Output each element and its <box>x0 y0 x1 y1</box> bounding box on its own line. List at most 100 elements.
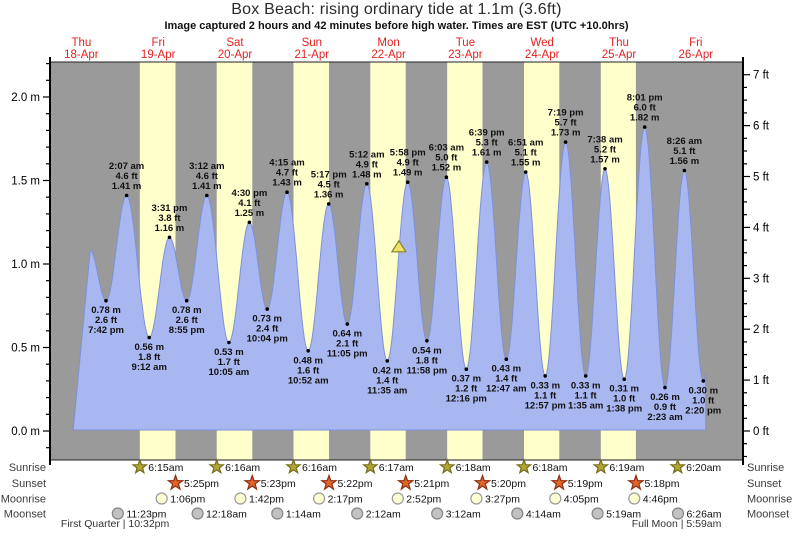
svg-text:0 ft: 0 ft <box>753 426 770 438</box>
svg-text:Sunset: Sunset <box>12 478 46 490</box>
svg-text:7:19 pm: 7:19 pm <box>548 108 584 119</box>
svg-text:Full Moon | 5:59am: Full Moon | 5:59am <box>632 518 722 530</box>
svg-text:1.8 ft: 1.8 ft <box>138 352 161 363</box>
svg-text:Sun: Sun <box>302 37 322 49</box>
svg-text:1.49 m: 1.49 m <box>393 168 423 179</box>
svg-text:6:39 pm: 6:39 pm <box>469 128 505 139</box>
low-tide-label: 0.26 m0.9 ft2:23 am <box>647 392 682 423</box>
svg-text:20-Apr: 20-Apr <box>218 49 253 61</box>
svg-text:3.8 ft: 3.8 ft <box>158 213 181 224</box>
moonrise-circle-icon <box>234 492 247 505</box>
svg-text:2:07 am: 2:07 am <box>109 161 144 172</box>
tide-extreme-dot <box>385 359 390 363</box>
svg-text:6:03 am: 6:03 am <box>429 143 464 154</box>
tide-extreme-dot <box>205 193 209 198</box>
tide-extreme-dot <box>603 167 607 171</box>
svg-text:6:17am: 6:17am <box>379 462 414 474</box>
svg-text:5.2 ft: 5.2 ft <box>594 144 617 155</box>
svg-text:24-Apr: 24-Apr <box>525 49 560 61</box>
high-tide-label: 7:19 pm5.7 ft1.73 m <box>548 108 584 139</box>
moonset-circle-icon <box>111 507 124 520</box>
low-tide-label: 0.78 m2.6 ft8:55 pm <box>169 305 205 336</box>
high-tide-label: 4:15 am4.7 ft1.43 m <box>269 158 304 189</box>
svg-text:0.48 m: 0.48 m <box>293 355 323 366</box>
sunset-star-icon <box>396 473 415 491</box>
svg-text:Sunrise: Sunrise <box>747 462 784 474</box>
svg-text:5.3 ft: 5.3 ft <box>476 138 499 149</box>
tide-extreme-dot <box>563 140 568 144</box>
high-tide-label: 7:38 am5.2 ft1.57 m <box>587 134 622 165</box>
page-title: Box Beach: rising ordinary tide at 1.1m … <box>231 1 562 18</box>
svg-text:22-Apr: 22-Apr <box>371 49 406 61</box>
tide-extreme-dot <box>543 374 547 378</box>
svg-text:5.0 ft: 5.0 ft <box>435 153 458 164</box>
svg-text:11:05 pm: 11:05 pm <box>327 349 368 360</box>
tide-extreme-dot <box>147 335 151 340</box>
svg-text:1.52 m: 1.52 m <box>432 163 462 174</box>
moon-phase-labels: First Quarter | 10:32pm Full Moon | 5:59a… <box>61 518 722 530</box>
svg-text:2:17pm: 2:17pm <box>328 493 363 505</box>
high-tide-label: 5:17 pm4.5 ft1.36 m <box>311 169 347 200</box>
svg-text:0.26 m: 0.26 m <box>650 392 680 403</box>
svg-text:4.1 ft: 4.1 ft <box>238 198 261 209</box>
svg-text:1.57 m: 1.57 m <box>590 154 620 165</box>
svg-text:5:20pm: 5:20pm <box>491 478 526 490</box>
svg-text:3:31 pm: 3:31 pm <box>152 203 188 214</box>
svg-text:2 ft: 2 ft <box>753 324 770 336</box>
svg-text:0.30 m: 0.30 m <box>688 385 718 396</box>
moonset-circle-icon <box>191 507 204 520</box>
svg-text:26-Apr: 26-Apr <box>679 49 714 61</box>
tide-extreme-dot <box>523 170 528 174</box>
svg-text:1.1 ft: 1.1 ft <box>534 390 557 401</box>
svg-text:0.31 m: 0.31 m <box>609 384 639 395</box>
svg-text:4.9 ft: 4.9 ft <box>397 158 420 169</box>
page-subtitle: Image captured 2 hours and 42 minutes be… <box>164 20 629 32</box>
svg-text:2.0 m: 2.0 m <box>11 92 40 104</box>
svg-text:5:21pm: 5:21pm <box>414 478 449 490</box>
svg-text:2:52pm: 2:52pm <box>406 493 441 505</box>
svg-text:1.25 m: 1.25 m <box>235 208 265 219</box>
svg-text:23-Apr: 23-Apr <box>448 49 483 61</box>
svg-text:5:12 am: 5:12 am <box>349 149 384 160</box>
svg-text:5:25pm: 5:25pm <box>184 478 219 490</box>
svg-text:8:55 pm: 8:55 pm <box>169 325 205 336</box>
svg-text:2.6 ft: 2.6 ft <box>176 315 199 326</box>
svg-text:1.4 ft: 1.4 ft <box>495 374 518 385</box>
svg-text:Moonset: Moonset <box>4 508 46 520</box>
svg-text:0.5 m: 0.5 m <box>11 343 40 355</box>
svg-text:7 ft: 7 ft <box>753 70 770 82</box>
svg-text:1.2 ft: 1.2 ft <box>455 384 478 395</box>
svg-text:1.36 m: 1.36 m <box>314 189 344 200</box>
tide-extreme-dot <box>306 349 311 353</box>
svg-text:18-Apr: 18-Apr <box>64 49 99 61</box>
tide-extreme-dot <box>464 367 469 372</box>
moonrise-circle-icon <box>313 492 326 505</box>
svg-text:3 ft: 3 ft <box>753 273 770 285</box>
svg-text:Fri: Fri <box>689 37 702 49</box>
tide-extreme-dot <box>663 385 667 390</box>
tide-extreme-dot <box>247 220 252 225</box>
svg-text:10:04 pm: 10:04 pm <box>247 334 288 345</box>
moonrise-circle-icon <box>470 492 483 505</box>
sunset-star-icon <box>243 473 262 491</box>
svg-text:4.9 ft: 4.9 ft <box>356 159 379 170</box>
svg-text:5:19pm: 5:19pm <box>568 478 603 490</box>
svg-text:Wed: Wed <box>530 37 553 49</box>
high-tide-label: 5:58 pm4.9 ft1.49 m <box>390 148 426 179</box>
svg-text:1:35 am: 1:35 am <box>568 400 603 411</box>
low-tide-label: 0.78 m2.6 ft7:42 pm <box>88 305 124 336</box>
svg-text:8:26 am: 8:26 am <box>667 136 702 147</box>
high-tide-label: 8:26 am5.1 ft1.56 m <box>667 136 702 167</box>
tide-extreme-dot <box>484 160 489 164</box>
svg-text:6:18am: 6:18am <box>532 462 567 474</box>
svg-text:1.73 m: 1.73 m <box>551 128 581 139</box>
svg-text:6:26am: 6:26am <box>686 508 721 520</box>
svg-text:4.5 ft: 4.5 ft <box>318 179 341 190</box>
svg-text:6:51 am: 6:51 am <box>508 138 543 149</box>
